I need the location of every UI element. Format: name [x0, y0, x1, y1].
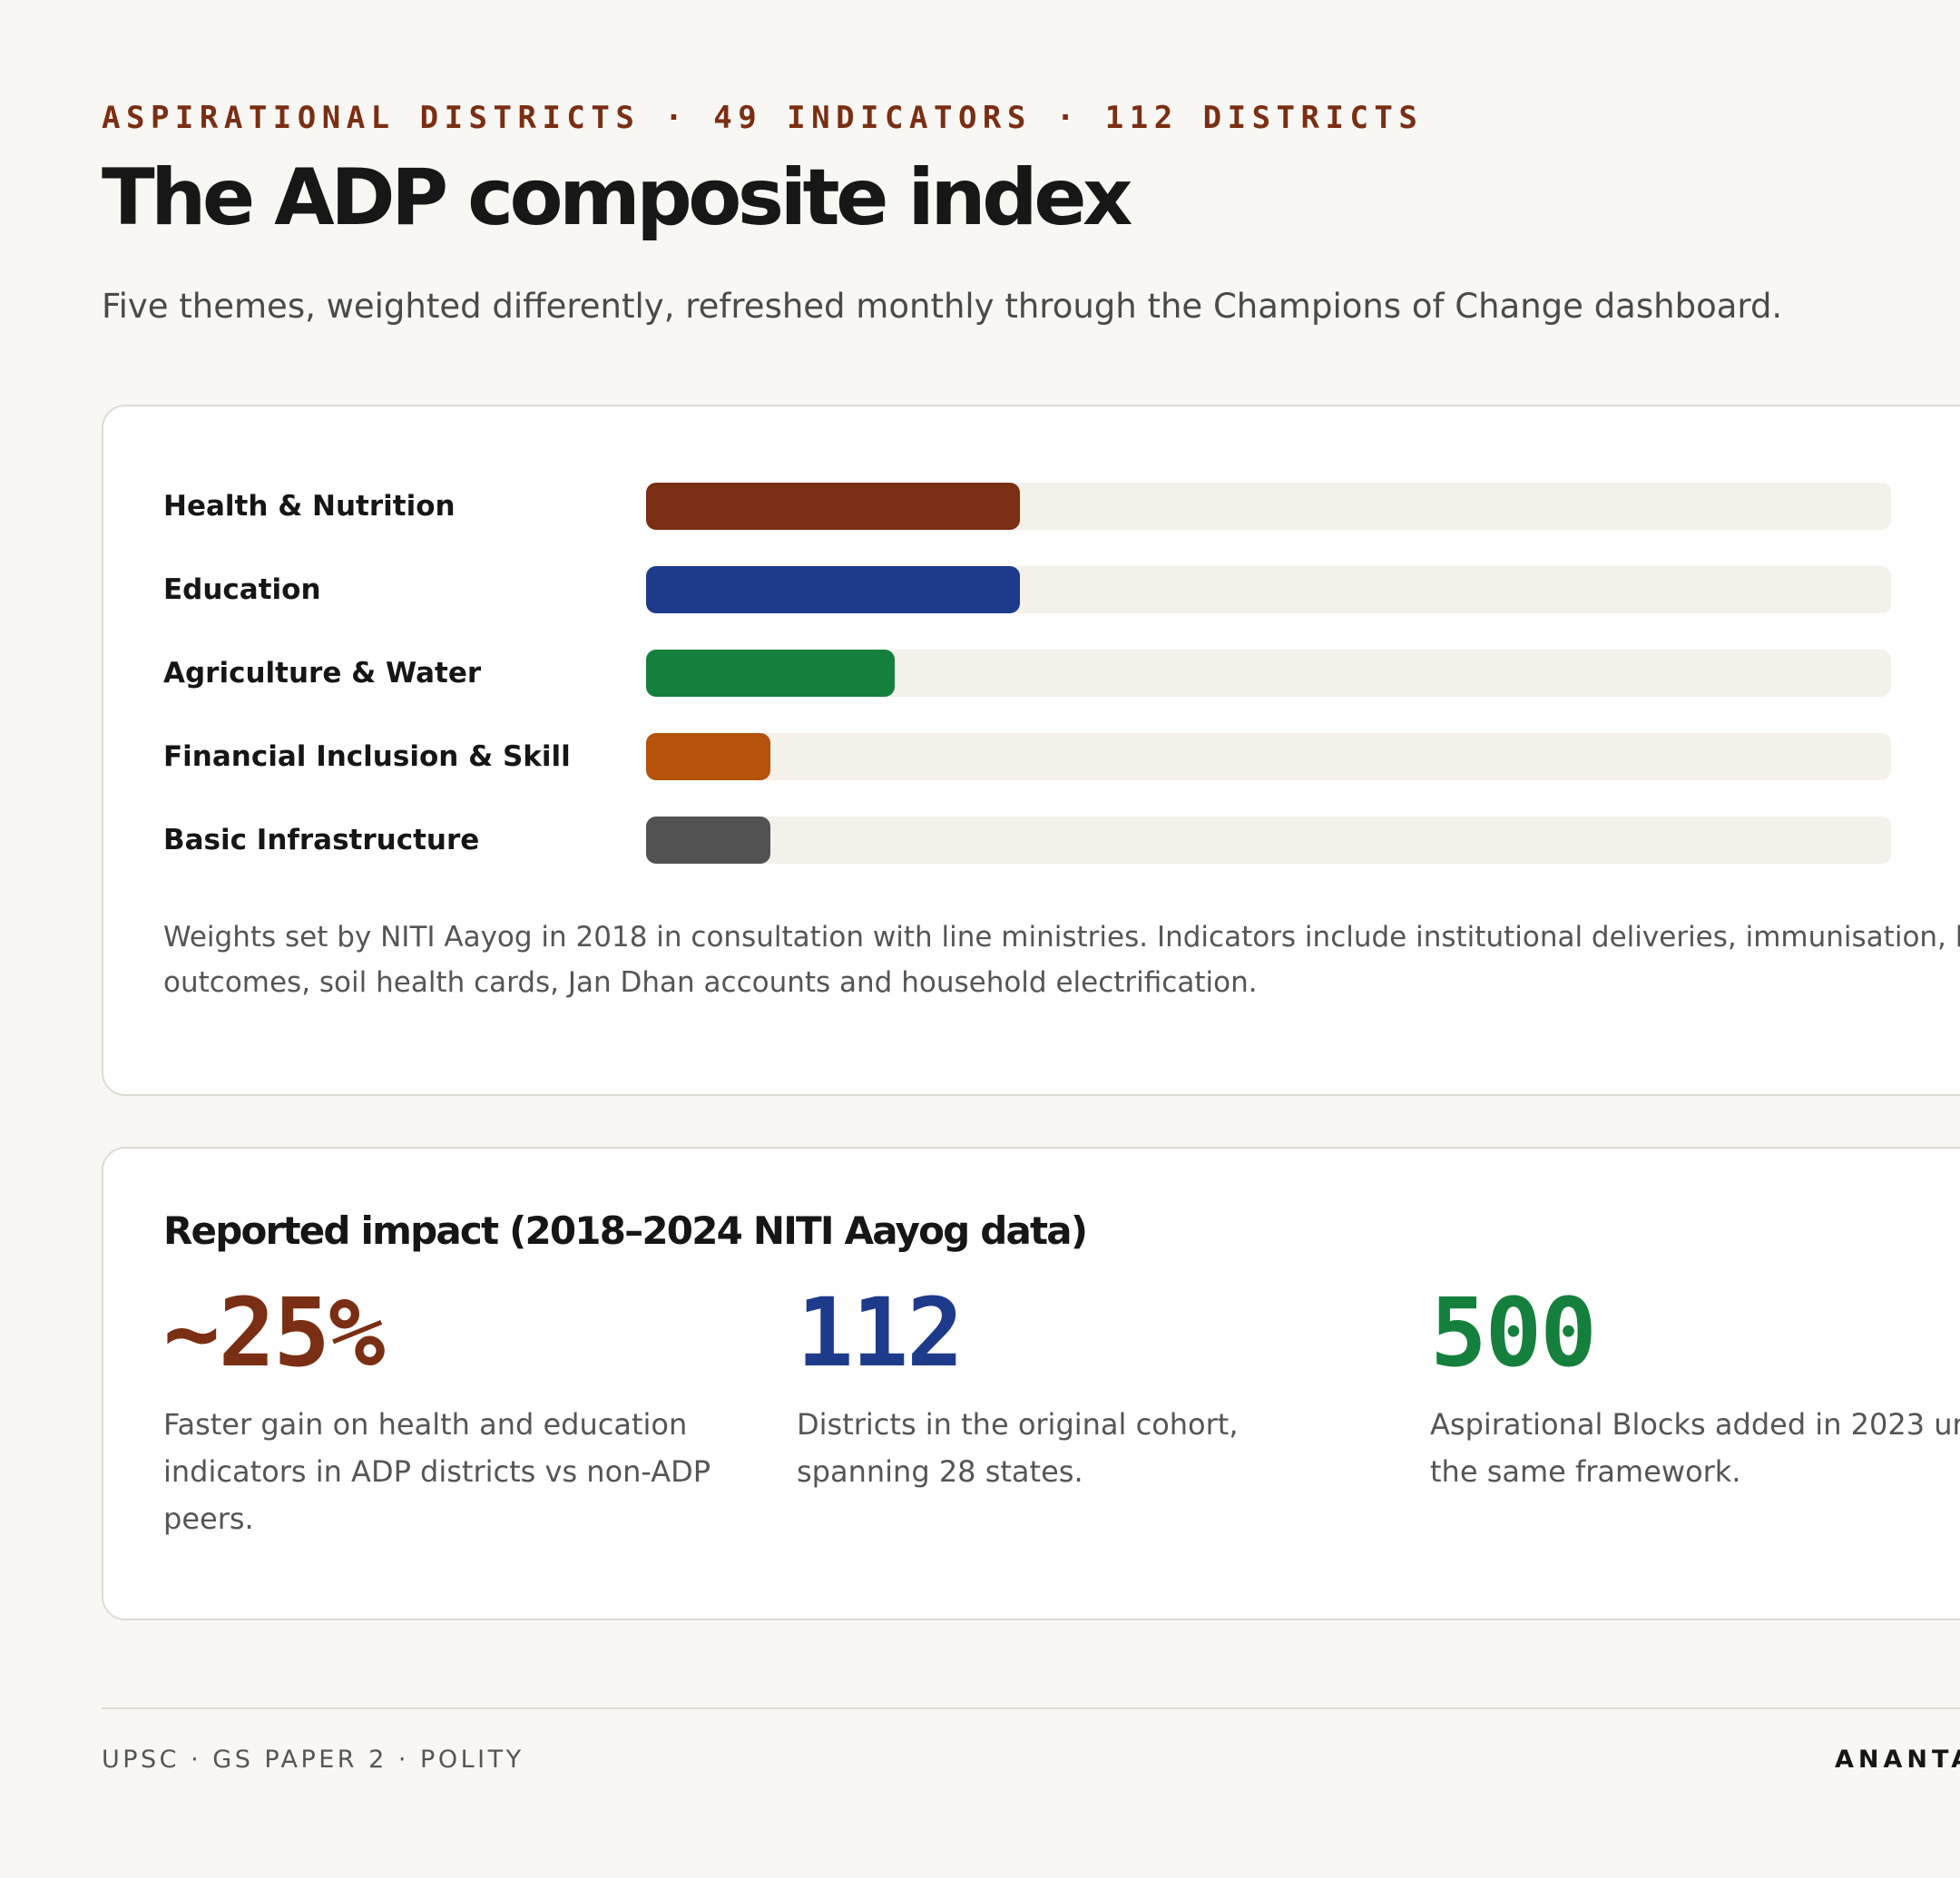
stat-description: Aspirational Blocks added in 2023 unde t… — [1430, 1407, 1960, 1489]
stat-description: Districts in the original cohort, spanni… — [797, 1407, 1239, 1489]
stat-value: ~25% — [163, 1277, 385, 1388]
weights-note: Weights set by NITI Aayog in 2018 in con… — [163, 915, 1960, 1005]
bar-row: Financial Inclusion & Skill1 — [163, 733, 1960, 780]
bar-row: Health & Nutrition3 — [163, 483, 1960, 530]
bar-track — [646, 733, 1891, 780]
impact-card: Reported impact (2018–2024 NITI Aayog da… — [102, 1147, 1960, 1620]
page-subtitle: Five themes, weighted differently, refre… — [102, 287, 1783, 326]
bar — [646, 483, 1020, 530]
kicker: ASPIRATIONAL DISTRICTS · 49 INDICATORS ·… — [102, 100, 1424, 136]
bar — [646, 733, 771, 780]
bar — [646, 650, 896, 697]
bar-track — [646, 483, 1891, 530]
page-title: The ADP composite index — [102, 152, 1133, 243]
footer-divider — [102, 1707, 1960, 1709]
impact-title: Reported impact (2018–2024 NITI Aayog da… — [163, 1208, 1088, 1253]
theme-weights-card: Health & Nutrition3 Education3 Agriculture… — [102, 405, 1960, 1096]
footer-brand: ANANTA — [1835, 1746, 1960, 1774]
stat-description: Faster gain on health and education indi… — [163, 1407, 711, 1536]
bar-label: Health & Nutrition — [163, 490, 456, 523]
bar-track — [646, 650, 1891, 697]
bar-label: Financial Inclusion & Skill — [163, 740, 571, 773]
stat-value: 500 — [1430, 1277, 1597, 1388]
stat-faster-gain: ~25% Faster gain on health and education… — [163, 1274, 744, 1542]
bar-label: Education — [163, 573, 321, 606]
bar-track — [646, 817, 1891, 864]
bar-track — [646, 566, 1891, 613]
stat-districts: 112 Districts in the original cohort, sp… — [797, 1274, 1377, 1495]
weights-note-line-1: Weights set by NITI Aayog in 2018 in con… — [163, 921, 1960, 954]
bar — [646, 566, 1020, 613]
bar-label: Basic Infrastructure — [163, 824, 480, 856]
footer-subject: UPSC · GS PAPER 2 · POLITY — [102, 1746, 524, 1774]
stat-blocks: 500 Aspirational Blocks added in 2023 un… — [1430, 1274, 1960, 1495]
bar-row: Education3 — [163, 566, 1960, 613]
bar-row: Agriculture & Water2 — [163, 650, 1960, 697]
weights-note-line-2: outcomes, soil health cards, Jan Dhan ac… — [163, 966, 1258, 999]
stat-value: 112 — [797, 1277, 964, 1388]
bar-label: Agriculture & Water — [163, 657, 482, 690]
bar — [646, 817, 771, 864]
bar-row: Basic Infrastructure1 — [163, 817, 1960, 864]
